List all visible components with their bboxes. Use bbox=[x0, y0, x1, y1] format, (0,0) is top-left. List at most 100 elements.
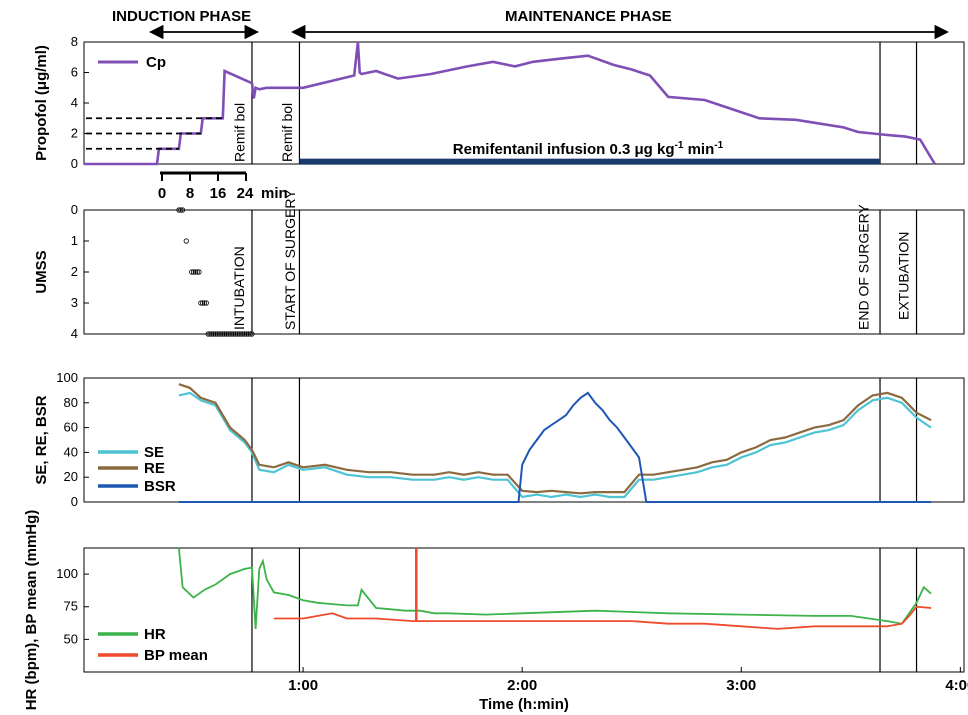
umss-point-22 bbox=[221, 331, 228, 337]
umss-point-13 bbox=[205, 331, 211, 337]
panel-frame-eeg bbox=[83, 377, 965, 503]
remif-bol-label-1: Remif bol bbox=[232, 103, 248, 162]
remif-bol-label-2: Remif bol bbox=[279, 103, 295, 162]
umss-point-3 bbox=[183, 238, 189, 244]
umss-point-25 bbox=[227, 331, 233, 337]
event-label-end_surgery: END OF SURGERY bbox=[855, 204, 871, 330]
umss-point-15 bbox=[209, 331, 215, 337]
umss-point-21 bbox=[220, 331, 226, 337]
propofol-panel: Remifentanil infusion 0.3 μg kg-1 min-1R… bbox=[84, 41, 936, 166]
x-axis-label: Time (h:min) bbox=[479, 696, 569, 713]
ylabel-hemo: HR (bpm), BP mean (mmHg) bbox=[23, 510, 40, 711]
umss-point-20 bbox=[218, 331, 224, 337]
legend-label-bp-mean: BP mean bbox=[144, 647, 208, 664]
ytick-label-2-1: 20 bbox=[64, 469, 78, 484]
induction-scale-label-8: 8 bbox=[186, 185, 194, 202]
infusion-label-mid: min bbox=[683, 141, 714, 158]
umss-point-36 bbox=[247, 331, 253, 337]
maintenance-phase-label: MAINTENANCE PHASE bbox=[505, 8, 672, 25]
induction-scale-label-16: 16 bbox=[210, 185, 227, 202]
xtick-label-3: 4:00 bbox=[945, 677, 968, 694]
ytick-label-1-2: 2 bbox=[71, 264, 78, 279]
ytick-label-0-0: 0 bbox=[71, 156, 78, 171]
ytick-label-0-2: 4 bbox=[71, 95, 78, 110]
umss-point-24 bbox=[225, 331, 231, 337]
umss-point-33 bbox=[242, 331, 248, 337]
umss-point-8 bbox=[196, 269, 202, 275]
event-label-extubation: EXTUBATION bbox=[896, 232, 912, 320]
umss-point-28 bbox=[232, 331, 239, 337]
hemo-panel: HR BP mean bbox=[98, 547, 932, 664]
umss-point-30 bbox=[236, 331, 242, 337]
umss-point-26 bbox=[229, 331, 235, 337]
legend-label-re: RE bbox=[144, 460, 165, 477]
umss-point-37 bbox=[249, 331, 255, 337]
legend-label-hr: HR bbox=[144, 626, 166, 643]
ylabel-hemo-text: HR (bpm), BP mean (mmHg) bbox=[23, 510, 40, 711]
event-lines: INTUBATION START OF SURGERY END OF SURGERY… bbox=[231, 42, 918, 672]
infusion-label-sup1: -1 bbox=[675, 140, 684, 151]
umss-point-29 bbox=[234, 331, 240, 337]
ytick-label-0-3: 6 bbox=[71, 65, 78, 80]
umss-panel bbox=[176, 207, 255, 337]
xtick-label-2: 3:00 bbox=[726, 677, 756, 694]
series-line-bp-mean bbox=[273, 605, 932, 630]
event-label-start_surgery: START OF SURGERY bbox=[282, 189, 298, 330]
event-label-intubation: INTUBATION bbox=[231, 246, 247, 330]
infusion-label: Remifentanil infusion 0.3 μg kg-1 min-1 bbox=[453, 140, 724, 158]
panel-frame-hemo bbox=[83, 547, 965, 673]
umss-point-14 bbox=[207, 331, 213, 337]
umss-point-27 bbox=[231, 331, 237, 337]
xtick-label-0: 1:00 bbox=[288, 677, 318, 694]
umss-point-19 bbox=[216, 331, 222, 337]
umss-point-34 bbox=[243, 331, 250, 337]
ytick-label-1-4: 4 bbox=[71, 326, 78, 341]
umss-point-32 bbox=[240, 331, 246, 337]
ytick-label-0-4: 8 bbox=[71, 34, 78, 49]
ytick-label-2-0: 0 bbox=[71, 494, 78, 509]
ytick-label-2-5: 100 bbox=[56, 370, 78, 385]
legend-label-cp: Cp bbox=[146, 54, 166, 71]
umss-point-16 bbox=[211, 331, 217, 337]
ylabel-umss: UMSS bbox=[33, 250, 50, 293]
umss-point-11 bbox=[201, 300, 208, 306]
umss-point-6 bbox=[192, 269, 198, 275]
x-axis: 1:00 2:00 3:00 4:00 bbox=[288, 667, 968, 694]
umss-point-31 bbox=[238, 331, 244, 337]
series-line-cp bbox=[84, 41, 936, 166]
induction-scale-label-0: 0 bbox=[158, 185, 166, 202]
umss-point-18 bbox=[214, 331, 220, 337]
ytick-label-2-3: 60 bbox=[64, 420, 78, 435]
ytick-label-0-1: 2 bbox=[71, 126, 78, 141]
infusion-label-main: Remifentanil infusion 0.3 μg kg bbox=[453, 141, 675, 158]
umss-point-23 bbox=[223, 331, 230, 337]
umss-point-12 bbox=[203, 300, 209, 306]
umss-point-5 bbox=[190, 269, 197, 275]
ytick-label-3-1: 75 bbox=[64, 599, 78, 614]
series-line-hr bbox=[178, 547, 932, 629]
series-line-re bbox=[178, 383, 932, 495]
umss-point-0 bbox=[176, 207, 182, 213]
induction-scale-unit: min bbox=[261, 185, 288, 202]
infusion-label-sup2: -1 bbox=[714, 140, 723, 151]
induction-scale-label-24: 24 bbox=[237, 185, 254, 202]
induction-phase-label: INDUCTION PHASE bbox=[112, 8, 252, 25]
legend-label-se: SE bbox=[144, 444, 164, 461]
umss-point-1 bbox=[178, 207, 184, 213]
ytick-label-2-4: 80 bbox=[64, 395, 78, 410]
umss-point-9 bbox=[198, 300, 204, 306]
series-line-se bbox=[178, 391, 932, 499]
induction-scale: 0 8 16 24 min bbox=[158, 171, 288, 202]
umss-point-10 bbox=[200, 300, 206, 306]
ytick-label-3-0: 50 bbox=[64, 631, 78, 646]
series-line-bsr bbox=[178, 391, 932, 503]
umss-point-17 bbox=[212, 331, 219, 337]
umss-point-4 bbox=[189, 269, 195, 275]
panel-frame-umss bbox=[83, 209, 965, 335]
umss-point-35 bbox=[245, 331, 251, 337]
ylabel-propofol: Propofol (μg/ml) bbox=[33, 45, 50, 161]
ytick-label-1-1: 1 bbox=[71, 233, 78, 248]
ytick-label-2-2: 40 bbox=[64, 444, 78, 459]
